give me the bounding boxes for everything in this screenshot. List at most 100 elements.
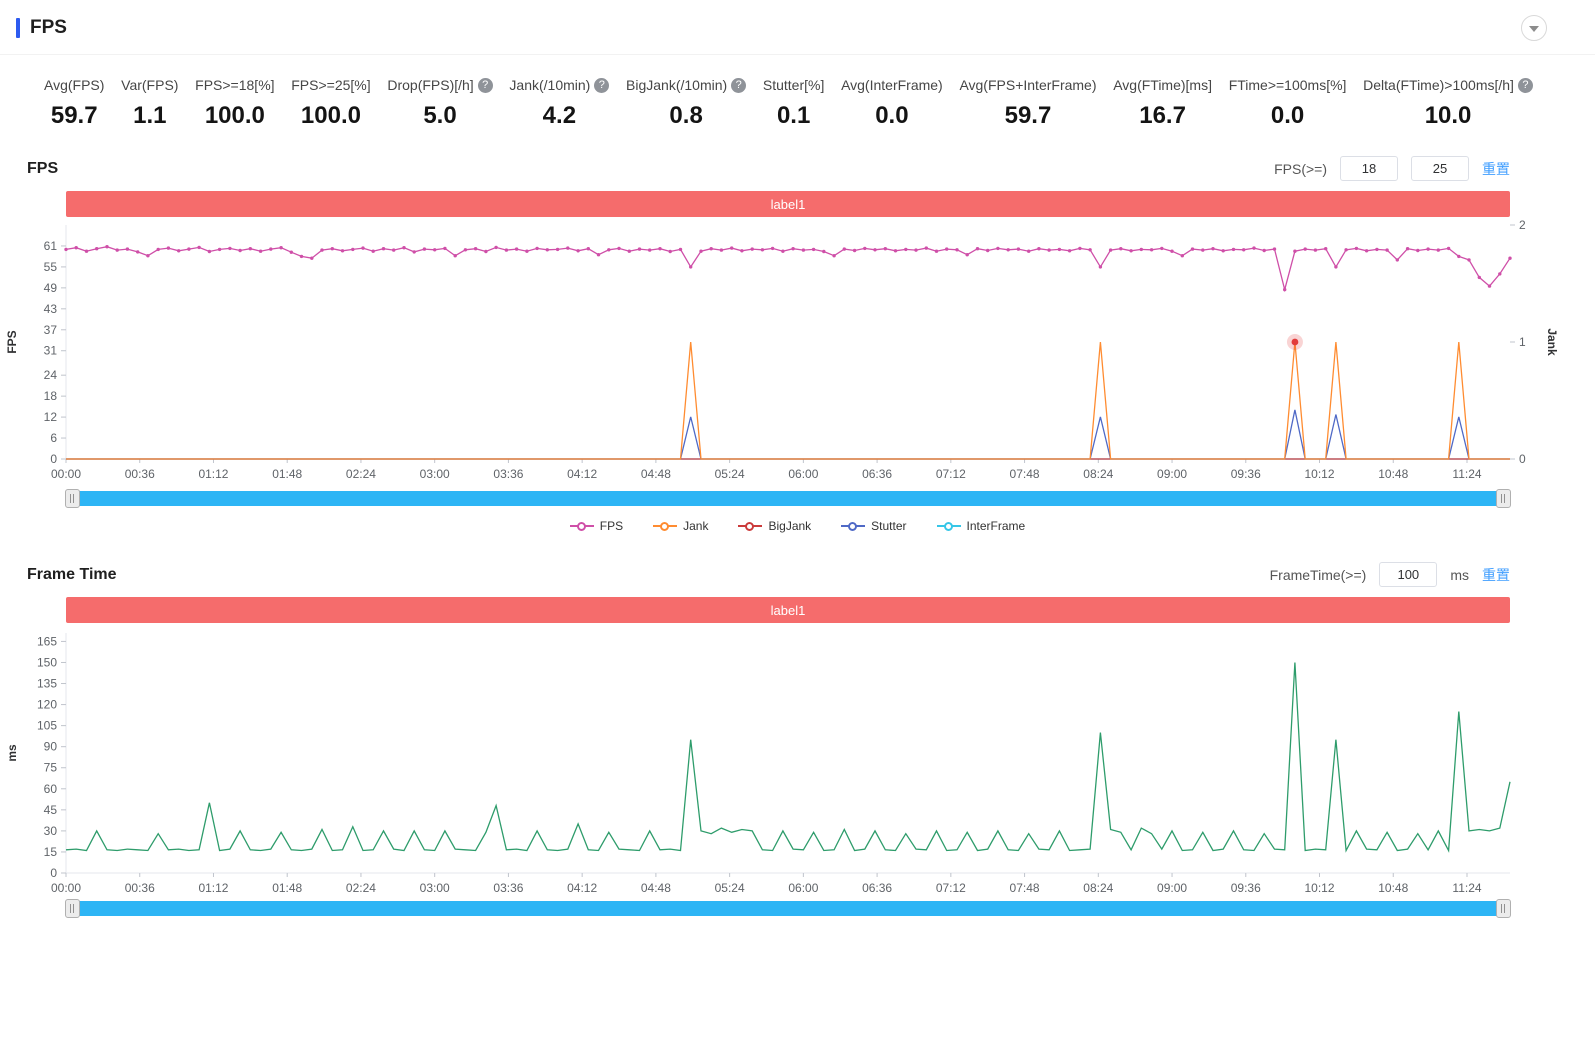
fps-threshold-high-input[interactable] bbox=[1411, 156, 1469, 181]
series-point bbox=[310, 256, 314, 260]
y-tick-label: 49 bbox=[44, 281, 58, 295]
fps-threshold-low-input[interactable] bbox=[1340, 156, 1398, 181]
series-point bbox=[453, 254, 457, 258]
series-point bbox=[811, 247, 816, 252]
metric-value: 59.7 bbox=[1004, 102, 1052, 129]
legend-item-fps[interactable]: FPS bbox=[569, 519, 623, 533]
metric-label: Jank(/10min)? bbox=[509, 77, 610, 93]
series-point bbox=[801, 248, 806, 252]
frametime-threshold-input[interactable] bbox=[1379, 562, 1438, 587]
x-tick-label: 01:12 bbox=[198, 467, 228, 481]
series-point bbox=[1467, 258, 1471, 262]
x-tick-label: 09:00 bbox=[1157, 881, 1187, 895]
help-icon[interactable]: ? bbox=[594, 77, 610, 93]
collapse-button[interactable] bbox=[1521, 15, 1547, 41]
series-point bbox=[791, 247, 795, 251]
y-tick-label: 0 bbox=[50, 452, 57, 466]
scrollbar-handle-left[interactable] bbox=[65, 899, 80, 918]
y-tick-label: 24 bbox=[44, 368, 58, 382]
series-point bbox=[893, 249, 898, 253]
metric-label: BigJank(/10min)? bbox=[626, 77, 747, 93]
series-point bbox=[1170, 249, 1174, 253]
series-point bbox=[996, 246, 1000, 251]
y2-tick-label: 2 bbox=[1519, 218, 1526, 232]
series-point bbox=[1180, 254, 1185, 258]
metric-label: FPS>=25[%] bbox=[291, 77, 371, 93]
x-tick-label: 11:24 bbox=[1452, 881, 1481, 895]
help-icon[interactable]: ? bbox=[731, 77, 747, 93]
frametime-threshold-label: FrameTime(>=) bbox=[1269, 566, 1367, 583]
frametime-series-banner: label1 bbox=[66, 597, 1510, 623]
x-tick-label: 00:00 bbox=[51, 881, 81, 895]
y2-tick-label: 1 bbox=[1519, 335, 1526, 349]
help-icon[interactable]: ? bbox=[1517, 77, 1533, 93]
legend-label: BigJank bbox=[768, 519, 812, 533]
legend-item-jank[interactable]: Jank bbox=[653, 519, 708, 533]
x-tick-label: 07:48 bbox=[1010, 467, 1040, 481]
x-tick-label: 07:12 bbox=[936, 881, 966, 895]
series-point bbox=[1139, 247, 1144, 252]
series-point bbox=[689, 265, 693, 269]
series-point bbox=[525, 249, 529, 253]
series-point bbox=[484, 249, 488, 254]
series-point bbox=[1108, 248, 1113, 252]
legend-item-stutter[interactable]: Stutter bbox=[841, 519, 907, 533]
frametime-reset-link[interactable]: 重置 bbox=[1482, 566, 1510, 583]
series-line-jank bbox=[66, 341, 1510, 460]
legend-item-interframe[interactable]: InterFrame bbox=[936, 519, 1025, 533]
series-point bbox=[1293, 249, 1297, 253]
series-point bbox=[822, 249, 826, 254]
series-point bbox=[1057, 247, 1062, 252]
y-tick-label: 43 bbox=[44, 302, 58, 316]
series-point bbox=[115, 248, 119, 252]
series-point bbox=[197, 245, 201, 250]
scrollbar-handle-left[interactable] bbox=[65, 489, 80, 508]
y-tick-label: 18 bbox=[44, 389, 58, 403]
frametime-scrollbar[interactable] bbox=[65, 899, 1511, 918]
series-point bbox=[105, 245, 109, 249]
y-tick-label: 90 bbox=[44, 740, 58, 754]
x-tick-label: 03:00 bbox=[420, 881, 450, 895]
series-point bbox=[1436, 248, 1441, 252]
series-point bbox=[1385, 248, 1389, 252]
legend-label: Jank bbox=[683, 519, 709, 533]
scrollbar-handle-right[interactable] bbox=[1496, 899, 1511, 918]
series-point bbox=[1119, 247, 1123, 251]
fps-threshold-controls: FPS(>=) 重置 bbox=[1274, 156, 1510, 181]
fps-reset-link[interactable]: 重置 bbox=[1482, 160, 1510, 177]
frametime-chart-title: Frame Time bbox=[27, 565, 117, 583]
series-point bbox=[95, 247, 99, 251]
y-tick-label: 60 bbox=[44, 782, 58, 796]
metric-value: 16.7 bbox=[1139, 102, 1186, 129]
series-line-stutter bbox=[66, 409, 1510, 460]
series-point bbox=[412, 250, 416, 254]
metric-label: Avg(FPS+InterFrame) bbox=[959, 77, 1097, 93]
metric-label: FTime>=100ms[%] bbox=[1228, 77, 1347, 93]
help-icon[interactable]: ? bbox=[477, 77, 493, 93]
y-tick-label: 12 bbox=[44, 410, 58, 424]
series-point bbox=[1283, 287, 1287, 292]
legend-marker bbox=[653, 522, 678, 531]
series-point bbox=[361, 246, 365, 250]
fps-scrollbar[interactable] bbox=[65, 489, 1511, 508]
series-point bbox=[678, 247, 683, 252]
legend-item-bigjank[interactable]: BigJank bbox=[738, 519, 811, 533]
series-point bbox=[1426, 247, 1430, 251]
metric-label: Avg(FPS) bbox=[44, 77, 105, 93]
chevron-down-icon bbox=[1529, 26, 1539, 32]
series-point bbox=[535, 246, 539, 251]
x-tick-label: 10:12 bbox=[1304, 467, 1334, 481]
scrollbar-handle-right[interactable] bbox=[1496, 489, 1511, 508]
legend-marker bbox=[738, 522, 763, 531]
series-point bbox=[1344, 248, 1348, 252]
series-point bbox=[781, 249, 785, 253]
series-point bbox=[299, 254, 304, 259]
metric-label: Delta(FTime)>100ms[/h]? bbox=[1363, 77, 1533, 93]
series-point bbox=[709, 247, 713, 251]
metric-value: 5.0 bbox=[423, 102, 457, 129]
metric-value: 4.2 bbox=[542, 102, 577, 129]
series-point bbox=[699, 249, 703, 253]
series-point bbox=[934, 249, 939, 253]
frametime-chart-svg[interactable]: 0 15 30 45 60 75 90 105 120 135 150 165 00:00 00:36 01… bbox=[0, 623, 1595, 899]
